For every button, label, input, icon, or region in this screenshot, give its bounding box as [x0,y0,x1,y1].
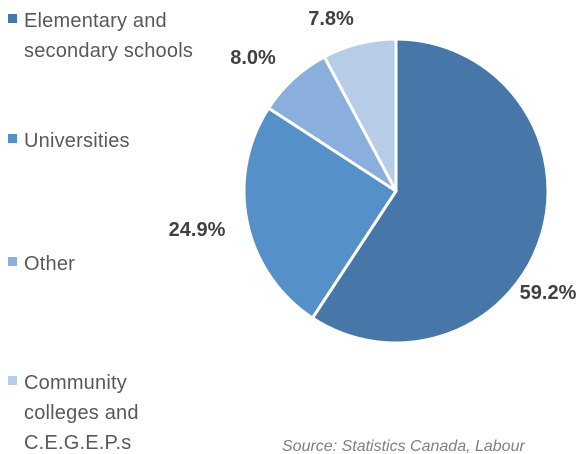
legend-label-universities: Universities [24,130,130,152]
pie-value-label-elementary-and-secondary-schools: 59.2% [520,282,577,304]
legend-swatch-elementary-secondary [8,14,17,23]
legend-swatch-universities [8,134,17,143]
legend-label-community-colleges: Community colleges and C.E.G.E.P.s [24,372,139,454]
pie-value-label-universities: 24.9% [169,219,226,241]
legend-item-elementary-secondary: Elementary and secondary schools [8,6,218,66]
legend-swatch-other [8,257,17,266]
legend-label-elementary-secondary: Elementary and secondary schools [24,10,194,62]
pie-slice-community-colleges-and-c-e-g-e-p-s [322,37,398,193]
legend-item-universities: Universities [8,126,218,156]
pie-slice-universities [242,106,398,320]
source-note: Source: Statistics Canada, Labour [282,438,525,454]
legend-item-other: Other [8,249,218,279]
pie-value-label-community-colleges-and-c-e-g-e-p-s: 7.8% [308,8,354,30]
pie-value-label-other: 8.0% [230,47,276,69]
legend-swatch-community-colleges [8,376,17,385]
legend-label-other: Other [24,253,76,275]
legend: Elementary and secondary schools Univers… [8,0,218,454]
pie-value-labels: 59.2% 24.9% 8.0% 7.8% [169,8,577,304]
pie-slice-elementary-and-secondary-schools [310,37,550,345]
legend-item-community-colleges: Community colleges and C.E.G.E.P.s [8,368,218,454]
pie-slices [242,37,550,345]
